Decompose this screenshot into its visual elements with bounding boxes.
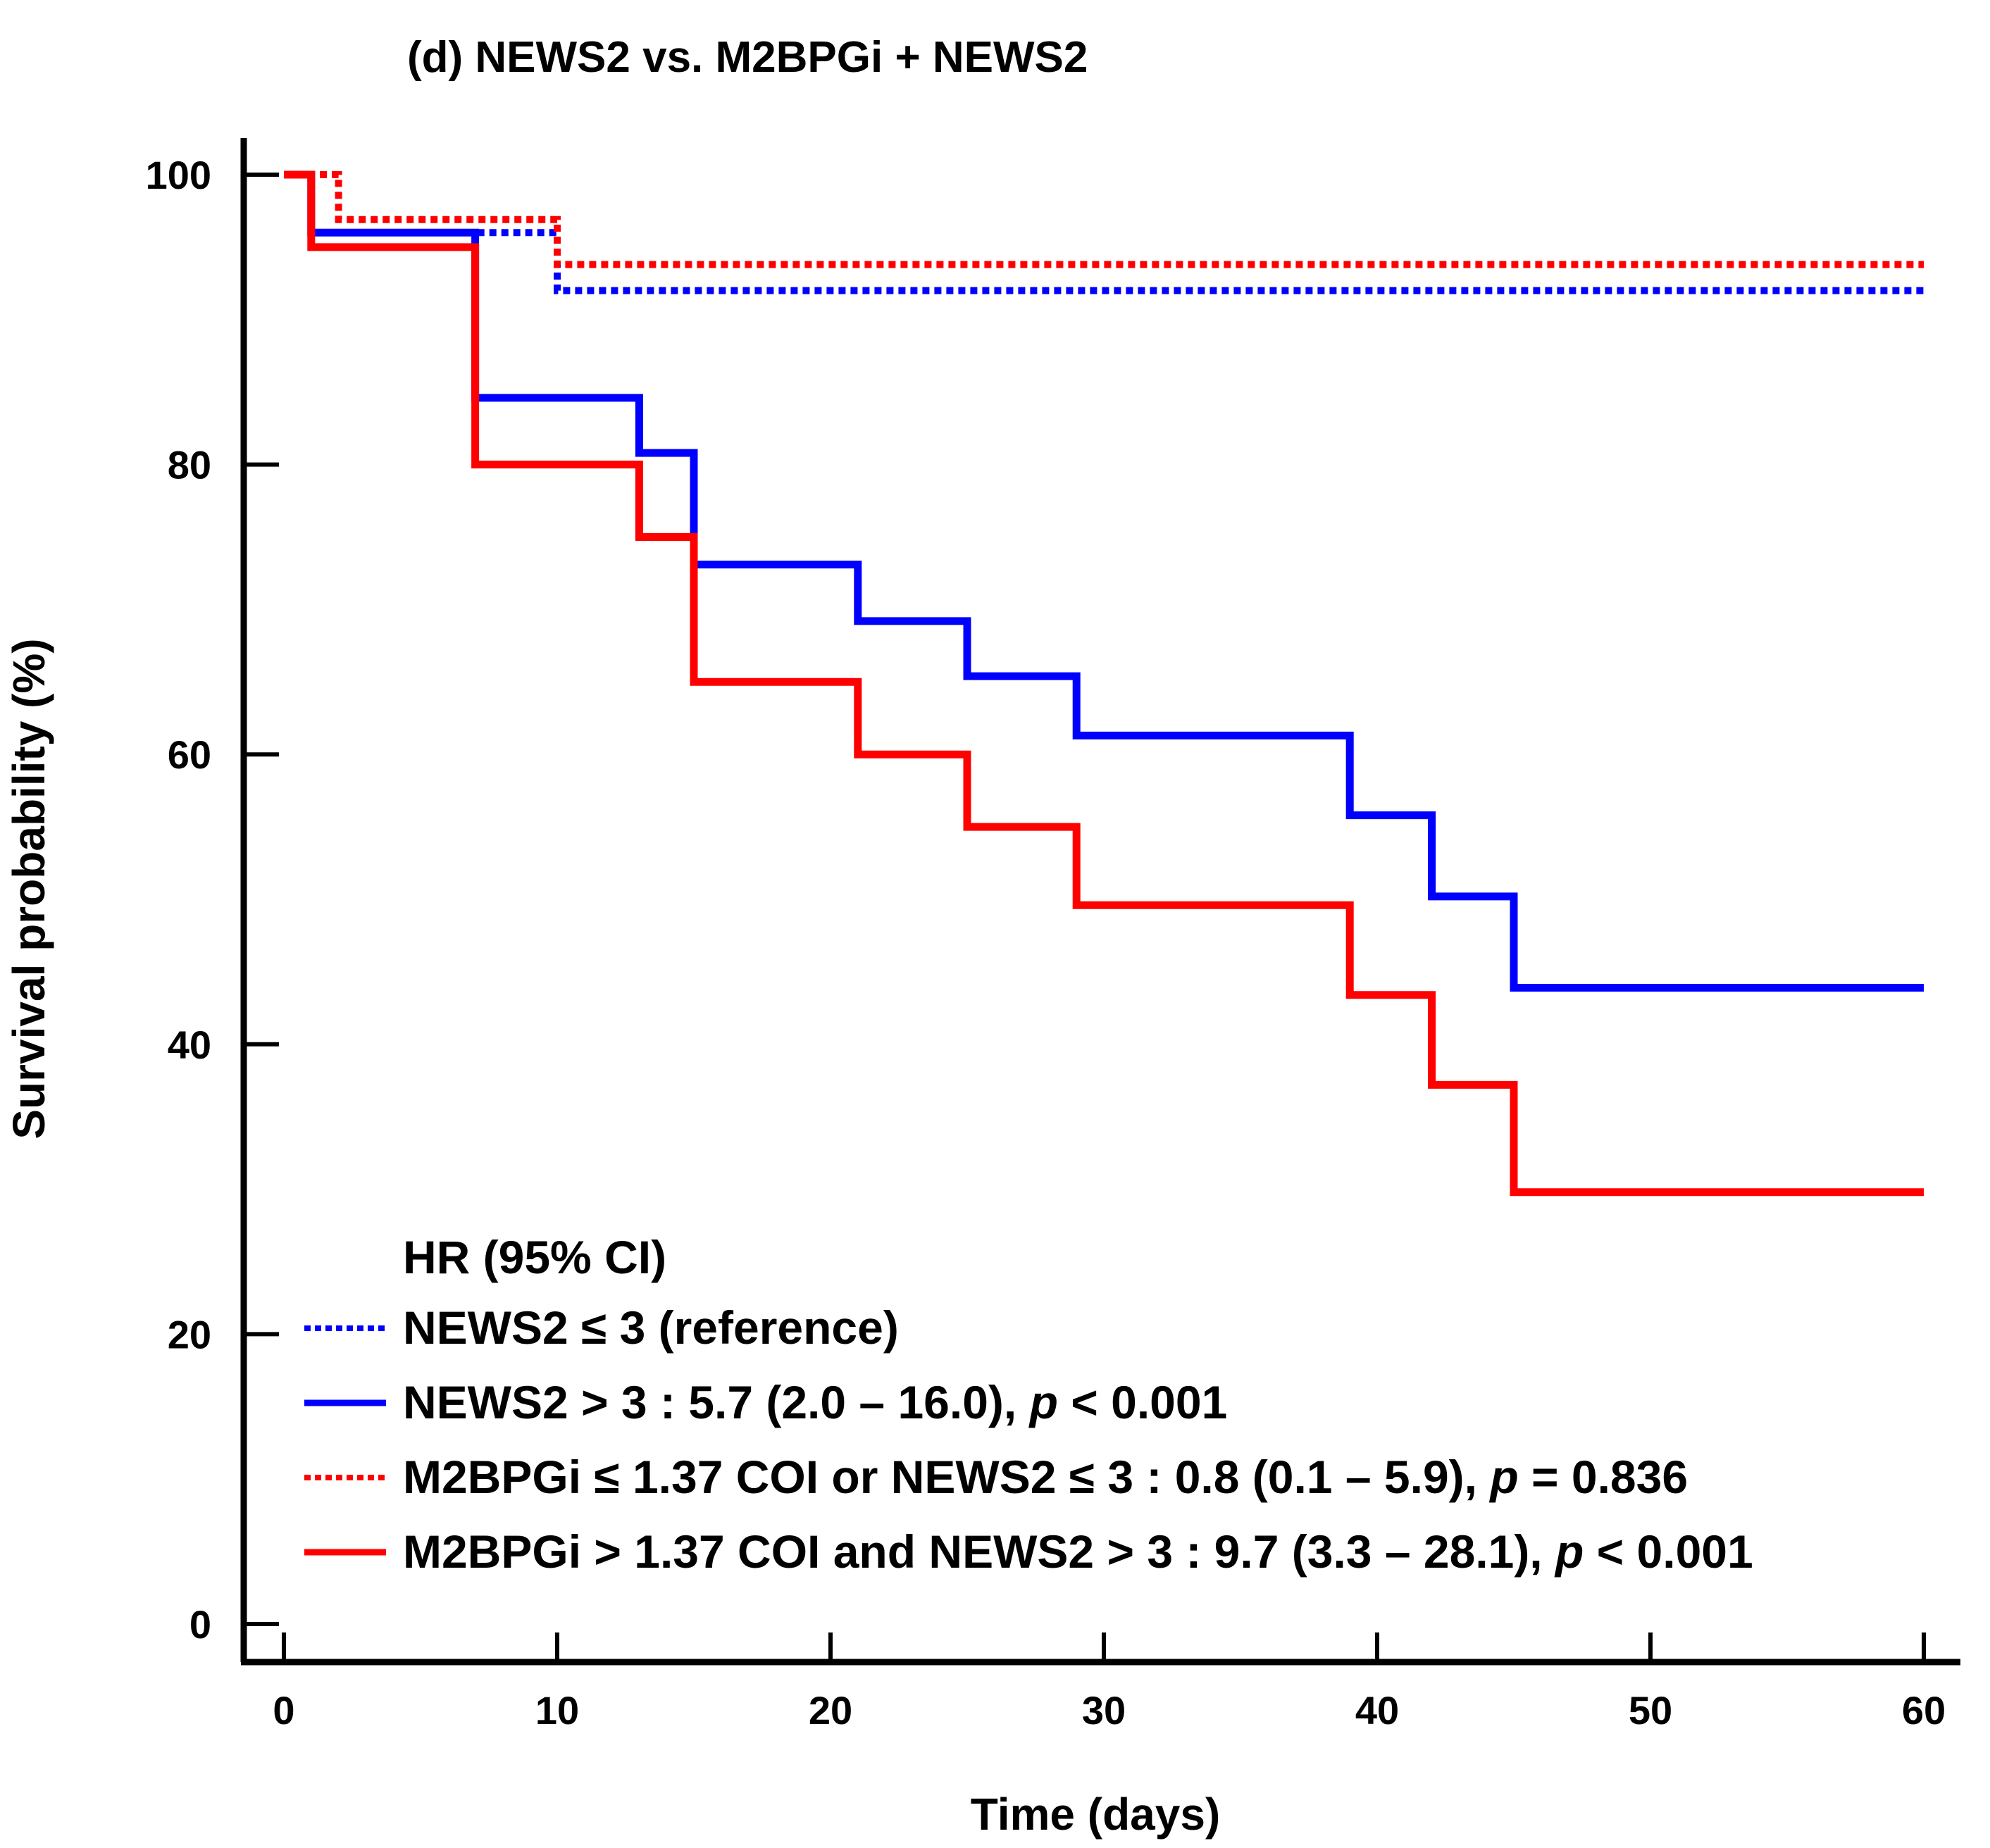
y-tick-label: 40 <box>168 1023 211 1067</box>
y-tick-label: 80 <box>168 443 211 487</box>
legend-title: HR (95% CI) <box>403 1231 666 1283</box>
legend-label-part: p <box>1028 1376 1058 1428</box>
legend-label-part: < 0.001 <box>1058 1376 1227 1428</box>
x-tick-label: 0 <box>273 1688 294 1732</box>
survival-curves <box>284 170 1924 1197</box>
legend-label-news2-high: NEWS2 > 3 : 5.7 (2.0 – 16.0), p < 0.001 <box>403 1376 1227 1428</box>
y-tick-label: 60 <box>168 732 211 777</box>
x-tick-label: 40 <box>1355 1688 1399 1732</box>
legend: HR (95% CI) NEWS2 ≤ 3 (reference) NEWS2 >… <box>304 1231 1753 1578</box>
legend-label-news2-low: NEWS2 ≤ 3 (reference) <box>403 1301 899 1354</box>
x-tick-label: 20 <box>809 1688 852 1732</box>
y-ticks: 0 20 40 60 80 100 <box>146 153 279 1647</box>
legend-label-part: M2BPGi ≤ 1.37 COI or NEWS2 ≤ 3 : 0.8 (0.… <box>403 1451 1490 1503</box>
legend-label-part: < 0.001 <box>1584 1525 1753 1578</box>
y-tick-label: 0 <box>189 1602 211 1647</box>
y-axis-label: Survival probability (%) <box>4 638 54 1139</box>
legend-label-part: M2BPGi > 1.37 COI and NEWS2 > 3 : 9.7 (3… <box>403 1525 1555 1578</box>
legend-label-combo-high: M2BPGi > 1.37 COI and NEWS2 > 3 : 9.7 (3… <box>403 1525 1753 1578</box>
curve-news2-high <box>284 170 1924 992</box>
legend-label-part: p <box>1554 1525 1584 1578</box>
chart-title: (d) NEWS2 vs. M2BPGi + NEWS2 <box>407 33 1088 82</box>
curve-combo-high <box>284 170 1924 1197</box>
legend-label-part: NEWS2 > 3 : 5.7 (2.0 – 16.0), <box>403 1376 1030 1428</box>
x-tick-label: 60 <box>1902 1688 1946 1732</box>
curve-combo-low <box>284 171 1924 268</box>
x-axis-label: Time (days) <box>971 1789 1221 1840</box>
y-tick-label: 100 <box>146 153 211 197</box>
axes <box>240 138 1960 1666</box>
x-tick-label: 10 <box>535 1688 579 1732</box>
curve-news2-low <box>284 171 1924 294</box>
legend-label-combo-low: M2BPGi ≤ 1.37 COI or NEWS2 ≤ 3 : 0.8 (0.… <box>403 1451 1688 1503</box>
x-ticks: 0 10 20 30 40 50 60 <box>273 1632 1946 1732</box>
x-tick-label: 50 <box>1629 1688 1672 1732</box>
y-tick-label: 20 <box>168 1312 211 1356</box>
legend-label-part: p <box>1488 1451 1518 1503</box>
legend-label-part: NEWS2 ≤ 3 (reference) <box>403 1301 899 1354</box>
x-tick-label: 30 <box>1082 1688 1126 1732</box>
legend-label-part: = 0.836 <box>1519 1451 1688 1503</box>
